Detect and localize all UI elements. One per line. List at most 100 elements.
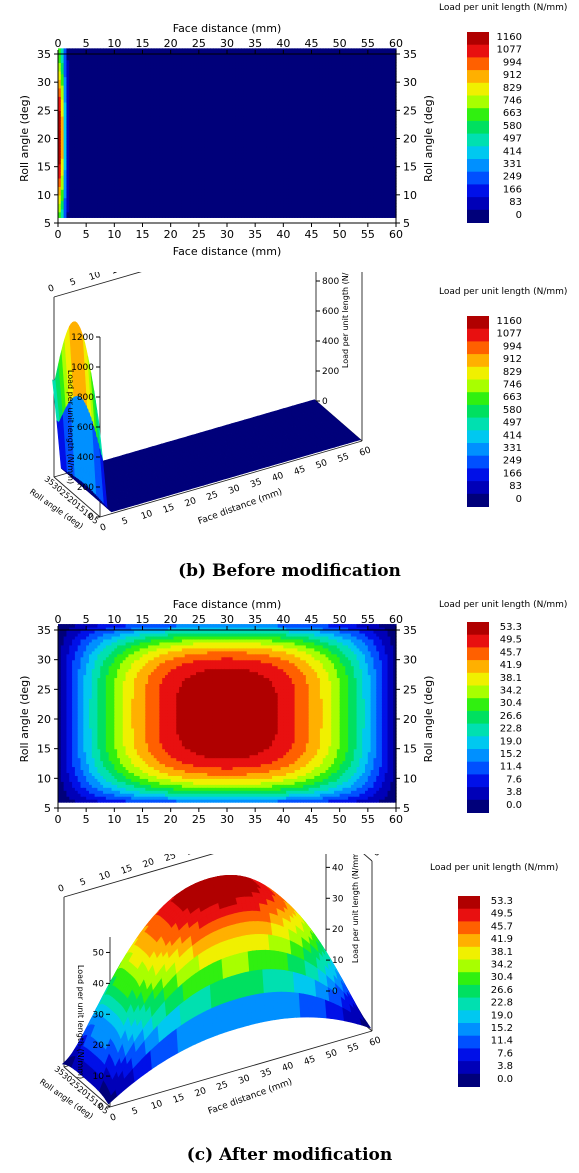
field-cell <box>277 163 282 168</box>
field-cell <box>238 99 242 103</box>
field-cell <box>145 200 149 204</box>
field-cell <box>263 183 268 187</box>
field-cell <box>266 214 270 218</box>
field-cell <box>117 141 121 145</box>
field-cell <box>80 90 84 95</box>
field-cell <box>88 214 93 218</box>
field-cell <box>167 180 172 185</box>
field-cell <box>257 206 262 210</box>
field-cell <box>100 90 104 95</box>
field-cell <box>97 51 101 55</box>
field-cell <box>72 155 76 159</box>
field-cell <box>63 214 68 218</box>
field-cell <box>187 208 191 213</box>
field-cell <box>80 208 84 213</box>
field-cell <box>69 194 73 199</box>
field-cell <box>108 124 113 128</box>
field-cell <box>58 79 62 83</box>
field-cell <box>207 87 211 92</box>
field-cell <box>100 118 104 123</box>
field-cell <box>105 186 110 190</box>
field-cell <box>128 54 132 58</box>
field-cell <box>286 121 290 126</box>
field-cell <box>241 118 245 123</box>
field-cell <box>280 54 284 58</box>
field-cell <box>148 163 152 168</box>
field-cell <box>173 203 177 207</box>
field-cell <box>100 51 104 55</box>
field-cell <box>210 189 214 193</box>
field-cell <box>184 141 189 145</box>
field-cell <box>111 132 115 137</box>
field-cell <box>63 146 68 151</box>
field-cell <box>111 130 115 134</box>
field-cell <box>66 54 70 58</box>
field-cell <box>227 155 231 159</box>
field-cell <box>246 166 251 171</box>
field-cell <box>114 152 118 156</box>
field-cell <box>243 51 248 55</box>
field-cell <box>86 141 90 145</box>
field-cell <box>207 163 211 168</box>
field-cell <box>221 214 225 218</box>
field-cell <box>80 141 84 145</box>
field-cell <box>272 206 276 210</box>
field-cell <box>229 124 234 128</box>
field-cell <box>288 54 293 58</box>
field-cell <box>88 124 93 128</box>
field-cell <box>63 211 68 216</box>
field-cell <box>131 62 135 66</box>
field-cell <box>187 189 191 193</box>
field-cell <box>193 138 197 142</box>
field-cell <box>66 84 70 89</box>
field-cell <box>272 214 276 218</box>
field-cell <box>74 192 79 196</box>
field-cell <box>69 99 73 103</box>
field-cell <box>80 99 84 103</box>
field-cell <box>136 152 141 156</box>
field-cell <box>210 87 214 92</box>
field-cell <box>184 155 189 159</box>
field-cell <box>97 90 101 95</box>
field-cell <box>125 76 130 80</box>
field-cell <box>145 177 149 182</box>
field-cell <box>148 206 152 210</box>
field-cell <box>128 48 132 52</box>
field-cell <box>249 65 253 69</box>
field-cell <box>142 127 146 131</box>
field-cell <box>215 110 220 114</box>
field-cell <box>221 59 225 64</box>
field-cell <box>91 135 96 140</box>
field-cell <box>58 59 62 64</box>
field-cell <box>221 194 225 199</box>
field-cell <box>72 127 76 131</box>
field-cell <box>274 96 279 100</box>
field-cell <box>181 132 186 137</box>
field-cell <box>162 110 166 114</box>
field-cell <box>165 93 169 97</box>
field-cell <box>227 51 231 55</box>
field-cell <box>173 93 177 97</box>
field-cell <box>269 90 273 95</box>
field-cell <box>131 169 135 173</box>
field-cell <box>150 158 155 162</box>
field-cell <box>97 110 101 114</box>
field-cell <box>224 48 228 52</box>
field-cell <box>66 115 70 120</box>
field-cell <box>139 194 144 199</box>
field-cell <box>94 208 99 213</box>
field-cell <box>94 121 99 126</box>
field-cell <box>291 183 296 187</box>
field-cell <box>167 99 172 103</box>
field-cell <box>80 186 84 190</box>
field-cell <box>148 172 152 176</box>
field-cell <box>142 96 146 100</box>
field-cell <box>165 121 169 126</box>
field-cell <box>128 189 132 193</box>
field-cell <box>134 127 138 131</box>
field-cell <box>69 70 73 75</box>
field-cell <box>86 73 90 78</box>
field-cell <box>162 93 166 97</box>
field-cell <box>212 146 217 151</box>
field-cell <box>148 99 152 103</box>
